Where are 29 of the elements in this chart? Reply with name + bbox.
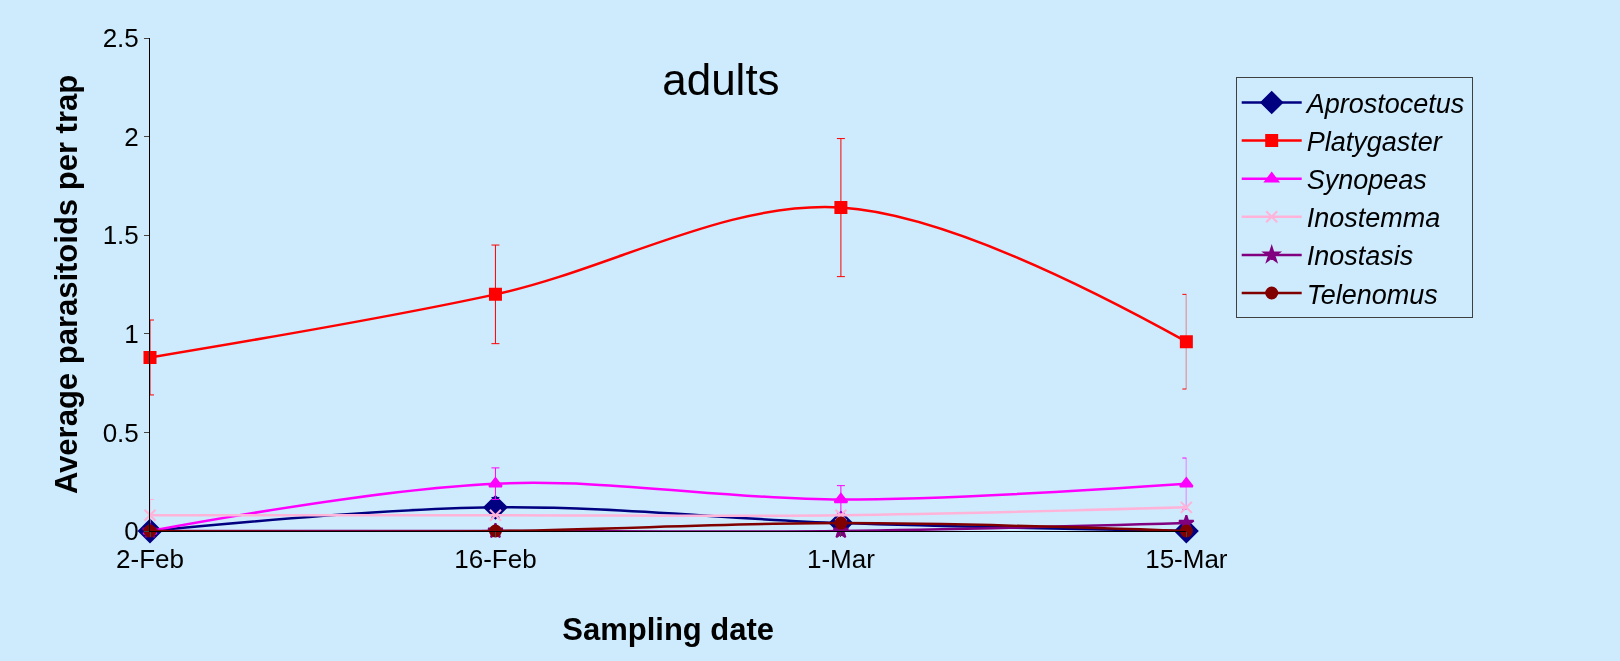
x-tick-label: 15-Mar xyxy=(1145,544,1228,575)
legend-label: Synopeas xyxy=(1306,165,1427,196)
x-tick-label: 2-Feb xyxy=(116,544,184,575)
y-tick-label: 1.5 xyxy=(102,220,139,251)
x-tick-label: 16-Feb xyxy=(454,544,537,575)
y-tick-label: 0 xyxy=(124,516,139,547)
legend-label: Aprostocetus xyxy=(1304,89,1465,120)
legend-label: Inostemma xyxy=(1306,203,1441,234)
point xyxy=(833,492,849,504)
x-tick-label: 1-Mar xyxy=(806,544,876,575)
point xyxy=(834,201,848,215)
point xyxy=(488,508,502,522)
point xyxy=(488,287,502,301)
point xyxy=(1179,500,1193,514)
legend-label: Telenomus xyxy=(1306,279,1438,310)
y-tick-label: 2 xyxy=(124,121,139,152)
point xyxy=(1179,335,1193,349)
legend-label: Inostasis xyxy=(1306,241,1414,272)
y-tick-label: 2.5 xyxy=(102,23,139,54)
x-axis-title: Sampling date xyxy=(562,612,775,648)
point xyxy=(143,350,157,364)
point xyxy=(1179,477,1194,488)
y-tick-label: 0.5 xyxy=(102,417,139,448)
chart-title: adults xyxy=(662,54,780,104)
point xyxy=(488,477,503,488)
legend-label: Platygaster xyxy=(1306,127,1443,158)
y-tick-label: 1 xyxy=(124,318,139,349)
y-axis-title: Average parasitoids per trap xyxy=(49,74,85,495)
point xyxy=(143,508,157,522)
